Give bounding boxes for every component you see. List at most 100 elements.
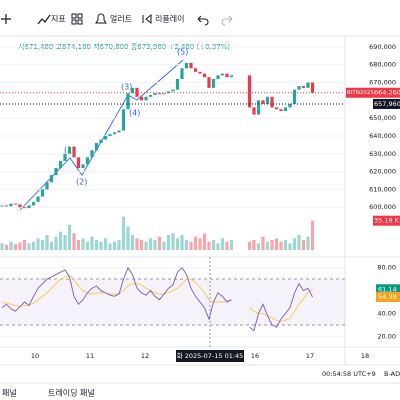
candle bbox=[193, 68, 198, 72]
candle bbox=[67, 146, 72, 154]
alert-icon[interactable] bbox=[95, 13, 107, 24]
candle bbox=[63, 153, 67, 161]
candle bbox=[22, 207, 27, 209]
volume-bar bbox=[63, 235, 67, 250]
candle bbox=[265, 96, 270, 104]
candle bbox=[54, 168, 58, 176]
volume-bar bbox=[126, 226, 130, 250]
volume-bar bbox=[175, 238, 180, 250]
candle bbox=[220, 73, 225, 76]
crosshair-time-box bbox=[176, 350, 244, 362]
volume-bar bbox=[274, 238, 279, 250]
rsi-band bbox=[0, 279, 345, 325]
volume-bar bbox=[112, 241, 117, 250]
replay-icon[interactable] bbox=[142, 13, 152, 25]
volume-bar bbox=[220, 238, 225, 250]
panel-tab[interactable]: 트레이딩 패널 bbox=[48, 388, 95, 398]
volume-bar bbox=[265, 241, 270, 250]
volume-bar bbox=[9, 241, 13, 250]
candle bbox=[40, 189, 45, 197]
time-label: 11 bbox=[86, 352, 94, 360]
add-icon[interactable] bbox=[1, 14, 11, 24]
candle bbox=[270, 96, 274, 108]
volume-bar bbox=[148, 238, 153, 250]
volume-bar bbox=[31, 241, 36, 250]
volume-bar bbox=[144, 241, 148, 250]
candle bbox=[18, 204, 22, 208]
volume-bar bbox=[81, 238, 85, 250]
volume-bar bbox=[225, 241, 229, 250]
candle bbox=[283, 107, 288, 112]
wave-label: (2) bbox=[76, 178, 87, 187]
time-label: 12 bbox=[141, 352, 149, 360]
volume-bar bbox=[40, 240, 45, 250]
candle bbox=[36, 196, 40, 202]
candle bbox=[4, 205, 9, 207]
volume-bar bbox=[36, 238, 40, 250]
volume-bar bbox=[283, 240, 288, 250]
volume-bar bbox=[306, 236, 310, 250]
volume-bar bbox=[49, 241, 54, 250]
y-tick-label: 600,000 bbox=[369, 203, 396, 211]
candle bbox=[126, 93, 130, 110]
y-tick-label: 680,000 bbox=[369, 61, 396, 69]
candle bbox=[274, 107, 279, 110]
time-label: 18 bbox=[361, 352, 369, 360]
candle bbox=[306, 82, 310, 88]
volume-bar bbox=[13, 244, 18, 250]
candle bbox=[139, 96, 144, 101]
price-tag bbox=[373, 87, 400, 98]
volume-bar bbox=[247, 241, 252, 250]
volume-bar bbox=[130, 235, 135, 250]
volume-bar bbox=[184, 240, 189, 250]
redo[interactable] bbox=[221, 15, 233, 26]
candle bbox=[198, 71, 202, 74]
volume-bar bbox=[171, 233, 175, 250]
indicators[interactable]: 지표 bbox=[51, 15, 66, 24]
candle bbox=[94, 143, 99, 151]
price-tag-label: 664,260 bbox=[374, 89, 400, 97]
candle bbox=[76, 157, 81, 169]
panel-tab[interactable]: 트레이딩 패널 bbox=[0, 388, 17, 398]
y-tick-label: 640,000 bbox=[369, 132, 396, 140]
rsi-line bbox=[1, 266, 313, 332]
price-tag bbox=[373, 98, 400, 109]
candle bbox=[27, 205, 31, 209]
candle bbox=[288, 103, 292, 108]
rsi-ma-line bbox=[1, 275, 313, 322]
volume-bar bbox=[85, 241, 90, 250]
candle bbox=[117, 130, 121, 133]
candle bbox=[85, 157, 90, 165]
candle bbox=[310, 82, 315, 93]
volume-tag-label: 35.18 K bbox=[374, 217, 400, 225]
volume-bar bbox=[58, 231, 63, 250]
y-tick-label: 630,000 bbox=[369, 150, 396, 158]
volume-bar bbox=[18, 242, 22, 250]
volume-bar bbox=[216, 243, 220, 250]
volume-bar bbox=[121, 216, 126, 250]
candle bbox=[261, 100, 265, 104]
layout-icon[interactable] bbox=[71, 13, 83, 25]
candle bbox=[225, 73, 229, 78]
adj[interactable]: B-ADJ bbox=[384, 370, 400, 378]
candle bbox=[72, 146, 76, 158]
alert[interactable]: 얼러트 bbox=[110, 14, 132, 24]
rsi-tag bbox=[376, 291, 400, 302]
replay[interactable]: 리플레이 bbox=[155, 14, 184, 24]
volume-bar bbox=[22, 240, 27, 250]
volume-bar bbox=[103, 238, 108, 250]
volume-bar bbox=[157, 236, 162, 250]
wave-label: (5) bbox=[177, 48, 188, 57]
candle bbox=[252, 107, 256, 115]
undo[interactable] bbox=[197, 15, 209, 26]
crosshair-time: 화 2025-07-15 01:45 bbox=[177, 352, 244, 360]
y-tick-label: 620,000 bbox=[369, 168, 396, 176]
volume-bar bbox=[162, 241, 166, 250]
candle bbox=[135, 87, 139, 97]
rsi-tag-label: 54.39 bbox=[378, 293, 397, 301]
candle bbox=[13, 203, 18, 205]
chart-icon[interactable] bbox=[37, 14, 51, 25]
y-tick-label: 610,000 bbox=[369, 185, 396, 193]
volume-bar bbox=[202, 233, 207, 250]
